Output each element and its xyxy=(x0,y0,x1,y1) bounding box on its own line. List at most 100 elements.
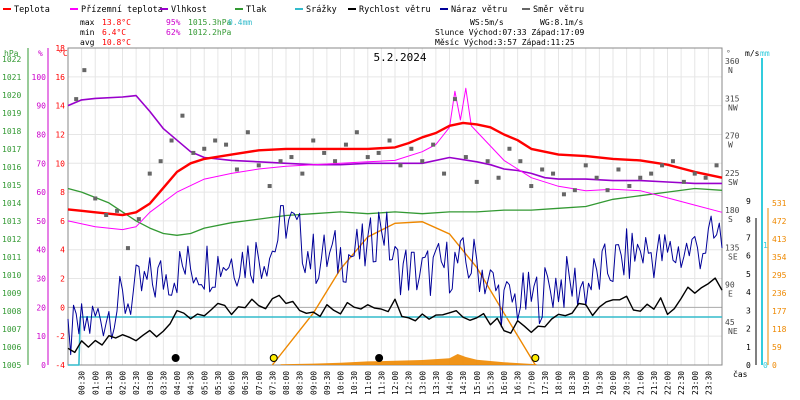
wind-dir-point xyxy=(463,155,468,160)
x-tick-label: 04:30 xyxy=(187,371,196,395)
x-tick-label: 04:00 xyxy=(173,371,182,395)
x-tick-label: 02:30 xyxy=(132,371,141,395)
wind-dir-point xyxy=(93,196,98,201)
solar-tick: 0 xyxy=(772,361,777,370)
x-tick-label: 10:30 xyxy=(350,371,359,395)
solar-line xyxy=(271,221,536,366)
pressure-tick: 1018 xyxy=(2,127,21,136)
x-tick-label: 03:30 xyxy=(159,371,168,395)
temperature-tick: 10 xyxy=(55,159,65,168)
wind-dir-point xyxy=(267,184,272,189)
rain-unit: mm xyxy=(760,49,770,58)
wind-dir-point xyxy=(82,68,87,73)
rain-rate-area xyxy=(280,354,537,365)
x-tick-label: 20:00 xyxy=(609,371,618,395)
x-tick-label: 06:00 xyxy=(228,371,237,395)
wind-dir-point xyxy=(147,171,152,176)
rain-tick: 1 xyxy=(763,241,768,250)
direction-label: NW xyxy=(728,103,738,112)
x-tick-label: 15:00 xyxy=(473,371,482,395)
wind-dir-point xyxy=(115,208,120,213)
direction-tick: 90 xyxy=(725,281,735,290)
wind-speed-line xyxy=(67,277,723,354)
legend-label: Teplota xyxy=(14,5,50,15)
axes-layer: hPa1005100610071008100910101011101210131… xyxy=(2,44,787,395)
x-tick-label: 22:30 xyxy=(677,371,686,395)
stat-temperature: 10.8°C xyxy=(102,38,131,47)
wind-dir-point xyxy=(420,159,425,164)
gust-line xyxy=(67,205,723,356)
legend-label: Tlak xyxy=(246,5,266,15)
humidity-tick: 10 xyxy=(36,332,46,341)
x-tick-label: 16:30 xyxy=(514,371,523,395)
pressure-tick: 1021 xyxy=(2,73,21,82)
legend-label: Náraz větru xyxy=(451,5,507,15)
x-tick-label: 12:30 xyxy=(405,371,414,395)
pressure-line xyxy=(67,187,723,236)
stats-block: max 13.8°C 95% 1015.3hPa min 6.4°C 62% 1012.2hP… xyxy=(80,18,584,47)
x-tick-label: 18:00 xyxy=(555,371,564,395)
wind-dir-point xyxy=(333,159,338,164)
wind-dir-point xyxy=(529,184,534,189)
direction-tick: 45 xyxy=(725,318,735,327)
stat-ws: WS:5m/s xyxy=(470,18,504,27)
sunrise-marker xyxy=(269,354,278,362)
x-tick-label: 08:30 xyxy=(296,371,305,395)
stat-label: max xyxy=(80,18,95,27)
temperature-tick: 14 xyxy=(55,102,65,111)
x-tick-label: 00:30 xyxy=(78,371,87,395)
solar-tick: 354 xyxy=(772,253,787,262)
humidity-tick: 80 xyxy=(36,130,46,139)
legend-label: Přízemní teplota xyxy=(81,5,163,15)
x-tick-label: 23:00 xyxy=(691,371,700,395)
temperature-tick: -2 xyxy=(55,332,65,341)
wind-dir-point xyxy=(311,138,316,143)
wind-dir-point xyxy=(714,163,719,168)
x-tick-label: 21:30 xyxy=(650,371,659,395)
temperature-tick: 18 xyxy=(55,44,65,53)
x-tick-label: 01:00 xyxy=(91,371,100,395)
sunset-marker xyxy=(531,354,540,362)
x-tick-label: 20:30 xyxy=(623,371,632,395)
wind-tick: 0 xyxy=(746,361,751,370)
rain-tick: 0 xyxy=(763,361,768,370)
legend-label: Směr větru xyxy=(533,5,584,15)
legend-label: Vlhkost xyxy=(171,5,207,15)
wind-dir-point xyxy=(452,97,457,102)
x-tick-label: 02:00 xyxy=(119,371,128,395)
x-tick-label: 19:00 xyxy=(582,371,591,395)
wind-dir-point xyxy=(245,130,250,135)
direction-label: S xyxy=(728,215,733,224)
x-tick-label: 05:30 xyxy=(214,371,223,395)
wind-dir-point xyxy=(507,146,512,151)
wind-dir-point xyxy=(104,213,109,217)
stat-temperature: 6.4°C xyxy=(102,28,126,37)
wind-dir-point xyxy=(703,175,708,180)
stat-temperature: 13.8°C xyxy=(102,18,131,27)
pressure-tick: 1017 xyxy=(2,145,21,154)
wind-dir-point xyxy=(376,150,381,155)
x-tick-label: 13:30 xyxy=(432,371,441,395)
wind-tick: 1 xyxy=(746,343,751,352)
legend-label: Srážky xyxy=(306,5,337,15)
moonrise-marker xyxy=(171,354,180,362)
direction-label: SE xyxy=(728,252,738,261)
x-tick-label: 15:30 xyxy=(486,371,495,395)
pressure-tick: 1014 xyxy=(2,199,21,208)
wind-tick: 8 xyxy=(746,215,751,224)
wind-dir-point xyxy=(670,159,675,164)
wind-dir-point xyxy=(398,163,403,168)
wind-tick: 3 xyxy=(746,306,751,315)
wind-dir-point xyxy=(169,138,174,143)
humidity-tick: 100 xyxy=(32,73,47,82)
temperature-tick: 4 xyxy=(60,246,65,255)
wind-dir-point xyxy=(125,246,130,251)
legend-label: Rychlost větru xyxy=(359,5,431,15)
x-tick-label: 08:00 xyxy=(282,371,291,395)
wind-dir-point xyxy=(300,171,305,176)
x-tick-label: 07:30 xyxy=(268,371,277,395)
direction-label: W xyxy=(728,141,733,150)
pressure-tick: 1006 xyxy=(2,343,21,352)
wind-dir-point xyxy=(431,142,436,147)
x-tick-label: 11:00 xyxy=(364,371,373,395)
